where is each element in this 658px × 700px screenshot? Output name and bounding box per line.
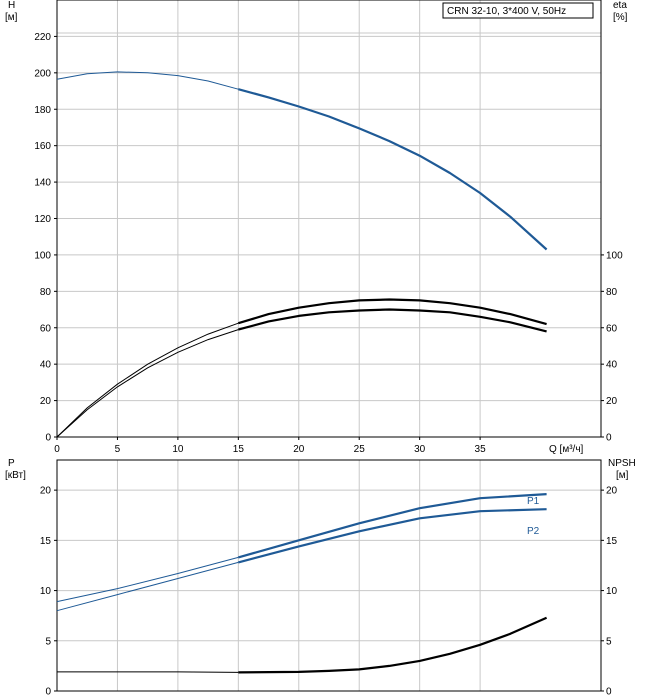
series-line-0-0 [238,88,548,251]
series-line-thin-1-2 [57,671,239,673]
x-tick-label: 25 [354,444,366,455]
y-left-tick-label: 20 [40,486,52,497]
top-right-axis-label-line1: eta [613,0,627,11]
y-right-tick-label: 20 [606,396,618,407]
x-tick-label: 0 [54,444,60,455]
series-line-thin-0-0 [56,71,239,90]
y-left-tick-label: 160 [34,141,51,152]
y-right-tick-label: 15 [606,536,618,547]
bottom-left-axis-label-line1: P [8,458,15,469]
y-left-tick-label: 15 [40,536,52,547]
bottom-right-axis-label-line1: NPSH [608,458,636,469]
x-tick-label: 5 [115,444,121,455]
y-left-tick-label: 0 [45,433,51,444]
top-left-axis-label-line1: H [8,0,15,11]
series-line-1-1 [238,508,547,564]
head-efficiency-plot: 0204060801001201401601802002200204060801… [34,0,623,455]
x-axis-label: Q [м³/ч] [549,444,584,455]
top-left-axis-label-line2: [м] [5,12,18,23]
bottom-right-axis-label-line2: [м] [616,470,629,481]
series-label-p2: P2 [527,526,540,537]
x-tick-label: 30 [414,444,426,455]
power-npsh-plot: 0 5 10 15 20 0 5 10 15 20 [40,459,618,698]
y-left-tick-label: 10 [40,586,52,597]
series-line-0-1 [237,298,547,326]
y-right-tick-label: 0 [606,433,612,444]
series-line-thin-0-1 [56,322,239,438]
y-right-tick-label: 0 [606,687,612,698]
chart-title-box [442,2,594,19]
y-left-tick-label: 20 [40,396,52,407]
series-line-1-2 [238,616,548,674]
series-line-thin-1-0 [56,556,239,603]
y-left-tick-label: 140 [34,178,51,189]
y-right-tick-label: 100 [606,250,623,261]
x-tick-label: 15 [233,444,245,455]
y-right-tick-label: 10 [606,586,618,597]
y-left-tick-label: 40 [40,360,52,371]
y-left-tick-label: 120 [34,214,51,225]
y-left-tick-label: 220 [34,32,51,43]
y-left-tick-label: 5 [45,636,51,647]
bottom-left-axis-label-line2: [кВт] [5,470,26,481]
chart-title: CRN 32-10, 3*400 V, 50Hz [447,6,566,17]
series-label-p1: P1 [527,496,540,507]
y-right-tick-label: 40 [606,360,618,371]
top-right-axis-label-line2: [%] [613,12,628,23]
y-right-tick-label: 5 [606,636,612,647]
y-left-tick-label: 60 [40,323,52,334]
y-left-tick-label: 0 [45,687,51,698]
x-tick-label: 10 [172,444,184,455]
series-line-thin-1-1 [56,561,239,612]
y-left-tick-label: 180 [34,105,51,116]
y-left-tick-label: 80 [40,287,52,298]
y-left-tick-label: 200 [34,68,51,79]
y-right-tick-label: 60 [606,323,618,334]
x-tick-label: 20 [293,444,305,455]
y-right-tick-label: 80 [606,287,618,298]
series-line-1-0 [238,493,547,559]
y-left-tick-label: 100 [34,250,51,261]
series-line-thin-0-2 [56,329,239,438]
y-right-tick-label: 20 [606,486,618,497]
plot-frame [56,459,602,692]
x-tick-label: 35 [475,444,487,455]
series-line-0-2 [238,308,547,333]
